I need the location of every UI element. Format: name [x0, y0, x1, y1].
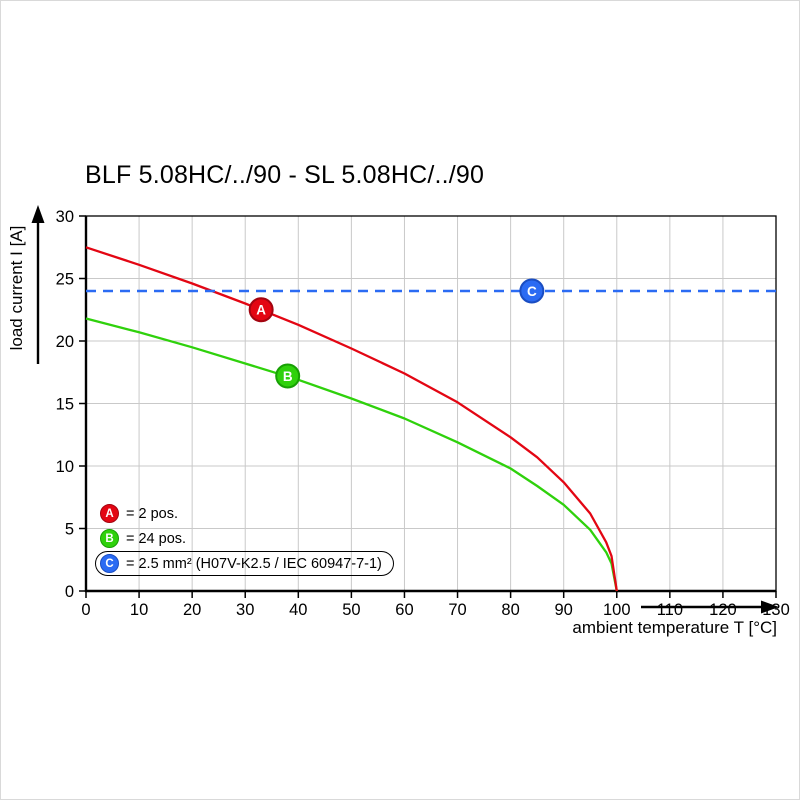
series-curve	[85, 317, 618, 592]
curve-marker-b-icon	[275, 363, 301, 389]
x-tick-label: 60	[395, 601, 413, 619]
legend-label-c: = 2.5 mm² (H07V-K2.5 / IEC 60947-7-1)	[126, 555, 382, 572]
curve-marker-a-icon	[248, 297, 274, 323]
x-tick-label: 80	[501, 601, 519, 619]
y-tick-label: 30	[56, 208, 74, 226]
chart-title: BLF 5.08HC/../90 - SL 5.08HC/../90	[85, 161, 485, 189]
legend-label-a: = 2 pos.	[126, 505, 178, 522]
x-tick-label: 0	[81, 601, 90, 619]
legend-marker-a-icon: A	[100, 504, 119, 523]
legend-marker-b-icon: B	[100, 529, 119, 548]
x-tick-label: 40	[289, 601, 307, 619]
curve-marker-letter: B	[283, 369, 293, 384]
x-tick-label: 100	[603, 601, 631, 619]
legend-item-a: A = 2 pos.	[95, 501, 190, 526]
legend-marker-c-icon: C	[100, 554, 119, 573]
x-tick-label: 70	[448, 601, 466, 619]
x-tick-label: 10	[130, 601, 148, 619]
x-tick-label: 120	[709, 601, 737, 619]
x-axis-arrowhead-icon	[761, 600, 779, 614]
curve-marker-c-icon	[519, 278, 545, 304]
y-tick-label: 25	[56, 271, 74, 289]
y-tick-label: 10	[56, 458, 74, 476]
y-tick-label: 5	[65, 521, 74, 539]
y-tick-label: 15	[56, 396, 74, 414]
y-axis-label: load current I [A]	[7, 225, 26, 351]
legend-item-c: C = 2.5 mm² (H07V-K2.5 / IEC 60947-7-1)	[95, 551, 394, 576]
x-tick-label: 90	[555, 601, 573, 619]
x-axis-label: ambient temperature T [°C]	[572, 618, 777, 637]
y-axis-arrowhead-icon	[31, 205, 45, 223]
curve-marker-letter: A	[256, 303, 266, 318]
y-tick-label: 20	[56, 333, 74, 351]
x-tick-label: 110	[657, 601, 683, 619]
x-tick-label: 20	[183, 601, 201, 619]
legend-item-b: B = 24 pos.	[95, 526, 198, 551]
x-tick-label: 30	[236, 601, 254, 619]
x-tick-label: 50	[342, 601, 360, 619]
chart-legend: A = 2 pos. B = 24 pos. C = 2.5 mm² (H07V…	[95, 501, 394, 576]
y-tick-label: 0	[65, 583, 74, 601]
curve-marker-letter: C	[527, 284, 537, 299]
legend-label-b: = 24 pos.	[126, 530, 187, 547]
